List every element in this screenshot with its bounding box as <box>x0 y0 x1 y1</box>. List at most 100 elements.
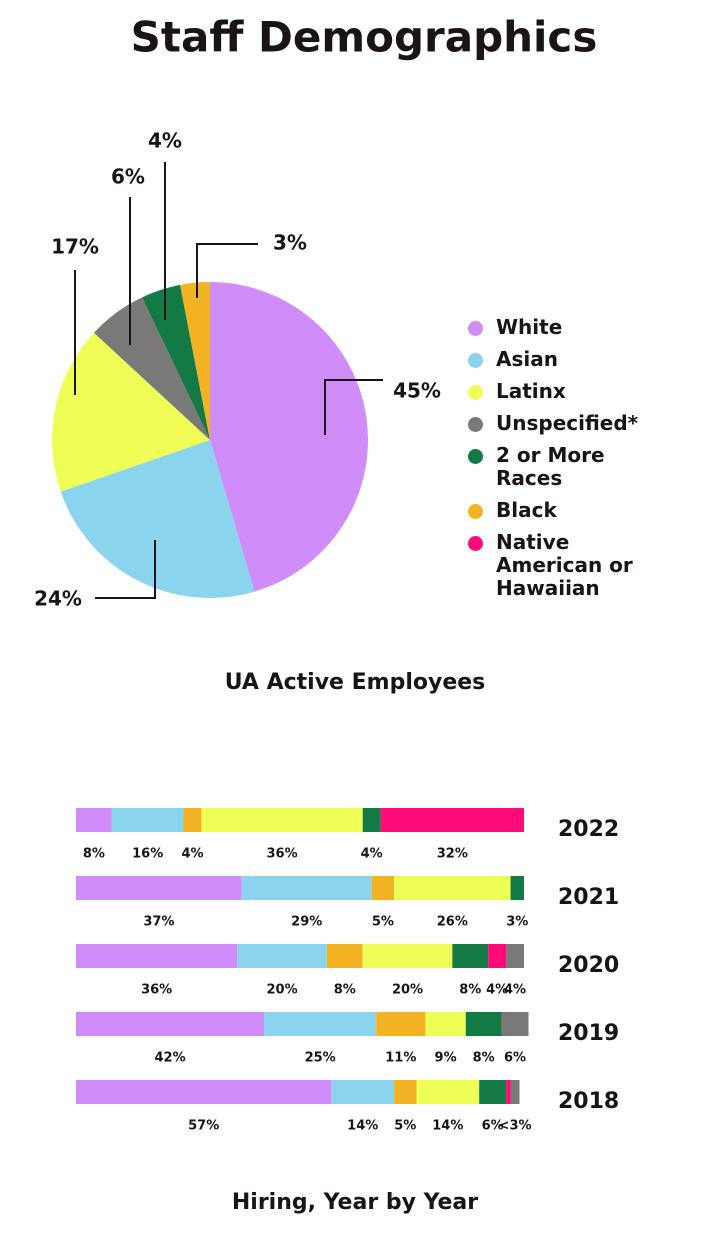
slice-label: 45% <box>393 379 441 403</box>
legend-swatch <box>468 536 483 551</box>
bar-segment <box>331 1080 395 1104</box>
bar-segment <box>237 944 327 968</box>
legend-item: White <box>468 316 658 339</box>
segment-label: 25% <box>305 1051 336 1066</box>
legend-item: Unspecified* <box>468 412 658 435</box>
bar-segment <box>371 876 395 900</box>
segment-label: 8% <box>83 847 105 862</box>
bar-segment <box>510 1080 520 1104</box>
legend-label: 2 or More Races <box>496 443 605 490</box>
pie-title: UA Active Employees <box>225 670 486 695</box>
leader-line <box>95 540 156 599</box>
pie-slice <box>93 297 210 440</box>
bar-segment <box>479 1080 507 1104</box>
segment-label: 11% <box>385 1051 416 1066</box>
bar-segment <box>264 1012 377 1036</box>
pie-slice <box>180 282 210 440</box>
bar-segment <box>416 1080 480 1104</box>
bar-segment <box>362 808 381 832</box>
segment-label: 16% <box>132 847 163 862</box>
bar-segment <box>510 876 524 900</box>
segment-label: 14% <box>347 1119 378 1134</box>
pie-slice <box>60 440 255 599</box>
year-label: 2019 <box>558 1021 619 1046</box>
legend-label: Unspecified* <box>496 411 639 435</box>
segment-label: 3% <box>506 915 528 930</box>
bar-segment <box>241 876 372 900</box>
segment-label: 42% <box>155 1051 186 1066</box>
bar-segment <box>76 944 238 968</box>
year-label: 2020 <box>558 953 619 978</box>
legend-item: Native American or Hawaiian <box>468 531 658 600</box>
segment-label: 9% <box>435 1051 457 1066</box>
legend-swatch <box>468 449 483 464</box>
bar-segment <box>326 944 363 968</box>
bar-segment <box>488 944 507 968</box>
segment-label: 4% <box>361 847 383 862</box>
segment-label: 29% <box>291 915 322 930</box>
bar-title: Hiring, Year by Year <box>232 1190 478 1215</box>
segment-label: <3% <box>499 1119 532 1134</box>
bar-segment <box>201 808 363 832</box>
year-label: 2021 <box>558 885 619 910</box>
segment-label: 4% <box>181 847 203 862</box>
legend-label: Black <box>496 498 557 522</box>
bar-segment <box>111 808 184 832</box>
segment-label: 20% <box>267 983 298 998</box>
legend-label: Native American or Hawaiian <box>496 530 633 600</box>
segment-label: 8% <box>473 1051 495 1066</box>
bar-segment <box>76 808 112 832</box>
legend-item: 2 or More Races <box>468 444 658 490</box>
bar-segment <box>465 1012 502 1036</box>
bar-segment <box>425 1012 466 1036</box>
bar-segment <box>501 1012 529 1036</box>
segment-label: 37% <box>143 915 174 930</box>
bar-segment <box>76 876 242 900</box>
legend-swatch <box>468 504 483 519</box>
bar-segment <box>394 876 511 900</box>
bar-segment <box>452 944 489 968</box>
bar-segment <box>380 808 524 832</box>
segment-label: 4% <box>504 983 526 998</box>
segment-label: 57% <box>188 1119 219 1134</box>
segment-label: 5% <box>394 1119 416 1134</box>
segment-label: 8% <box>334 983 356 998</box>
year-label: 2018 <box>558 1089 619 1114</box>
segment-label: 6% <box>504 1051 526 1066</box>
legend-label: White <box>496 315 563 339</box>
segment-label: 6% <box>482 1119 504 1134</box>
bar-segment <box>376 1012 426 1036</box>
segment-label: 14% <box>432 1119 463 1134</box>
legend-swatch <box>468 321 483 336</box>
segment-label: 36% <box>141 983 172 998</box>
bar-segment <box>506 944 524 968</box>
page-title: Staff Demographics <box>131 13 598 62</box>
bar-segment <box>506 1080 511 1104</box>
bar-segment <box>362 944 453 968</box>
leader-line <box>324 379 383 435</box>
legend-swatch <box>468 417 483 432</box>
segment-label: 5% <box>372 915 394 930</box>
segment-label: 32% <box>437 847 468 862</box>
pie-slice <box>142 284 210 440</box>
slice-label: 4% <box>148 129 182 153</box>
pie-slice <box>210 282 369 592</box>
bar-segment <box>76 1012 265 1036</box>
leader-line <box>196 243 258 298</box>
slice-label: 24% <box>34 587 82 611</box>
legend-swatch <box>468 353 483 368</box>
segment-label: 26% <box>437 915 468 930</box>
legend-swatch <box>468 385 483 400</box>
segment-label: 4% <box>486 983 508 998</box>
bar-segment <box>394 1080 417 1104</box>
legend-item: Asian <box>468 348 658 371</box>
pie-slice <box>51 332 210 492</box>
legend-label: Latinx <box>496 379 566 403</box>
slice-label: 6% <box>111 165 145 189</box>
segment-label: 8% <box>459 983 481 998</box>
slice-label: 17% <box>51 235 99 259</box>
legend-item: Black <box>468 499 658 522</box>
segment-label: 36% <box>267 847 298 862</box>
